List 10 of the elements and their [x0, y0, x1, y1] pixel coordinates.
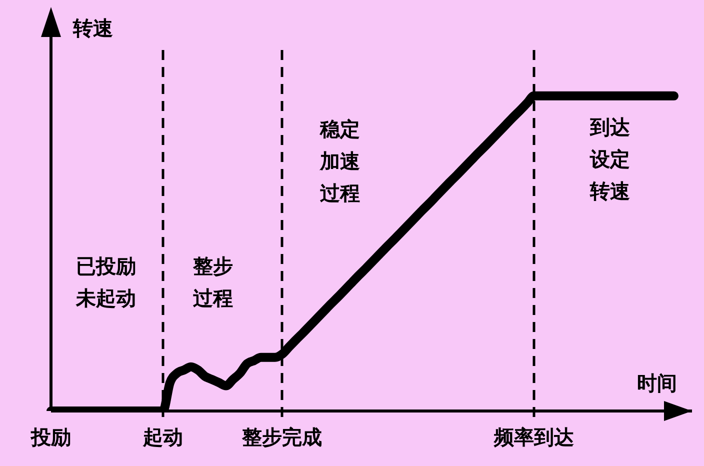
annotation: 已投励未起动	[75, 254, 136, 310]
annotation: 整步过程	[192, 254, 233, 310]
x-tick-label: 起动	[142, 425, 183, 449]
x-tick-label: 频率到达	[493, 425, 574, 449]
annotation: 到达设定转速	[589, 115, 630, 203]
annotation: 稳定加速过程	[319, 117, 360, 205]
x-axis-title: 时间	[637, 371, 677, 395]
y-axis-title: 转速	[72, 16, 113, 40]
x-tick-label: 整步完成	[241, 425, 322, 449]
x-tick-label: 投励	[30, 425, 71, 449]
